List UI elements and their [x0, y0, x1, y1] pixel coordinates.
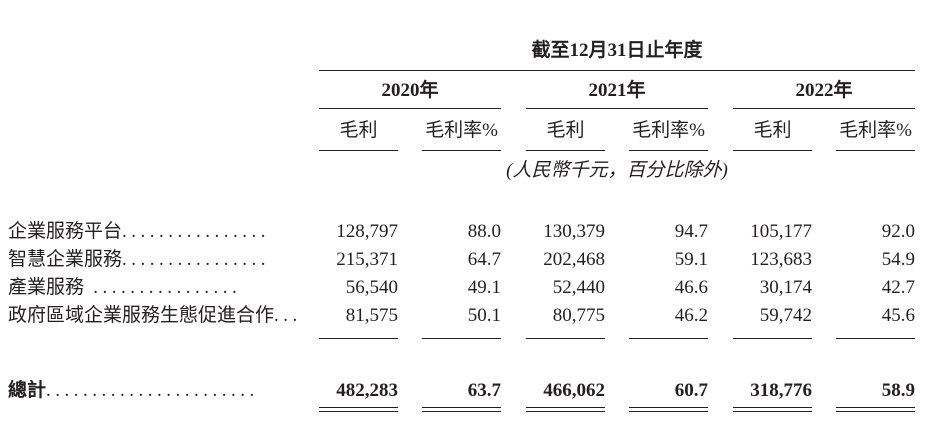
col-gross-profit: 毛利	[546, 120, 585, 141]
header-rule	[319, 70, 915, 71]
total-row-cell: 318,776	[750, 380, 812, 401]
table-row-cell: 30,174	[759, 277, 812, 298]
year-2020: 2020年	[381, 80, 439, 101]
table-row-cell: 42.7	[881, 277, 915, 298]
leader-dots: ................	[122, 249, 271, 270]
year-rule	[319, 108, 501, 109]
total-double-rule	[629, 407, 708, 412]
subtotal-rule	[319, 338, 398, 339]
row-label-text: 總計	[8, 380, 47, 401]
total-double-rule	[319, 407, 398, 412]
col-rule	[319, 150, 398, 151]
leader-dots: ................	[84, 277, 242, 298]
table-row-cell: 46.6	[674, 277, 708, 298]
year-rule	[526, 108, 708, 109]
total-row-label: 總計.......................	[8, 380, 298, 402]
row-label-text: 企業服務平台	[8, 221, 123, 242]
period-header: 截至12月31日止年度	[531, 40, 703, 61]
col-margin: 毛利率%	[632, 120, 705, 141]
col-gross-profit: 毛利	[339, 120, 378, 141]
table-row-label: 智慧企業服務................	[8, 249, 298, 271]
subtotal-rule	[526, 338, 605, 339]
col-margin: 毛利率%	[425, 120, 498, 141]
row-label-text: 產業服務	[8, 277, 85, 298]
total-row-cell: 466,062	[543, 380, 605, 401]
total-double-rule	[422, 407, 501, 412]
row-label-text: 智慧企業服務	[8, 249, 123, 270]
table-row-cell: 52,440	[552, 277, 605, 298]
col-rule	[836, 150, 915, 151]
col-rule	[526, 150, 605, 151]
col-margin: 毛利率%	[839, 120, 912, 141]
table-row-cell: 123,683	[750, 249, 812, 270]
subtotal-rule	[836, 338, 915, 339]
unit-note: (人民幣千元，百分比除外)	[506, 160, 728, 181]
table-row-cell: 128,797	[336, 221, 398, 242]
table-row-label: 產業服務 ................	[8, 277, 298, 299]
table-row-cell: 80,775	[552, 305, 605, 326]
table-row-label: 政府區域企業服務生態促進合作...	[8, 305, 298, 327]
total-double-rule	[526, 407, 605, 412]
total-row-cell: 60.7	[674, 380, 708, 401]
total-double-rule	[733, 407, 812, 412]
table-row-cell: 59.1	[674, 249, 708, 270]
subtotal-rule	[733, 338, 812, 339]
total-double-rule	[836, 407, 915, 412]
row-label-text: 政府區域企業服務生態促進合作	[8, 305, 275, 326]
total-row-cell: 482,283	[336, 380, 398, 401]
table-row-cell: 130,379	[543, 221, 605, 242]
table-row-cell: 81,575	[345, 305, 398, 326]
table-row-cell: 59,742	[759, 305, 812, 326]
table-row-cell: 56,540	[345, 277, 398, 298]
leader-dots: ...	[274, 305, 297, 326]
table-row-cell: 105,177	[750, 221, 812, 242]
total-row-cell: 58.9	[881, 380, 915, 401]
table-row-cell: 46.2	[674, 305, 708, 326]
col-rule	[422, 150, 501, 151]
subtotal-rule	[629, 338, 708, 339]
table-row-cell: 202,468	[543, 249, 605, 270]
col-gross-profit: 毛利	[753, 120, 792, 141]
table-row-cell: 50.1	[467, 305, 501, 326]
year-rule	[733, 108, 915, 109]
col-rule	[629, 150, 708, 151]
col-rule	[733, 150, 812, 151]
table-row-cell: 49.1	[467, 277, 501, 298]
table-row-cell: 45.6	[881, 305, 915, 326]
leader-dots: .......................	[46, 380, 259, 401]
table-row-cell: 215,371	[336, 249, 398, 270]
table-row-cell: 92.0	[881, 221, 915, 242]
table-row-cell: 94.7	[674, 221, 708, 242]
year-2021: 2021年	[588, 80, 646, 101]
table-row-cell: 54.9	[881, 249, 915, 270]
table-row-cell: 88.0	[467, 221, 501, 242]
year-2022: 2022年	[795, 80, 853, 101]
total-row-cell: 63.7	[467, 380, 501, 401]
leader-dots: ................	[122, 221, 271, 242]
subtotal-rule	[422, 338, 501, 339]
table-row-label: 企業服務平台................	[8, 221, 298, 243]
table-row-cell: 64.7	[467, 249, 501, 270]
